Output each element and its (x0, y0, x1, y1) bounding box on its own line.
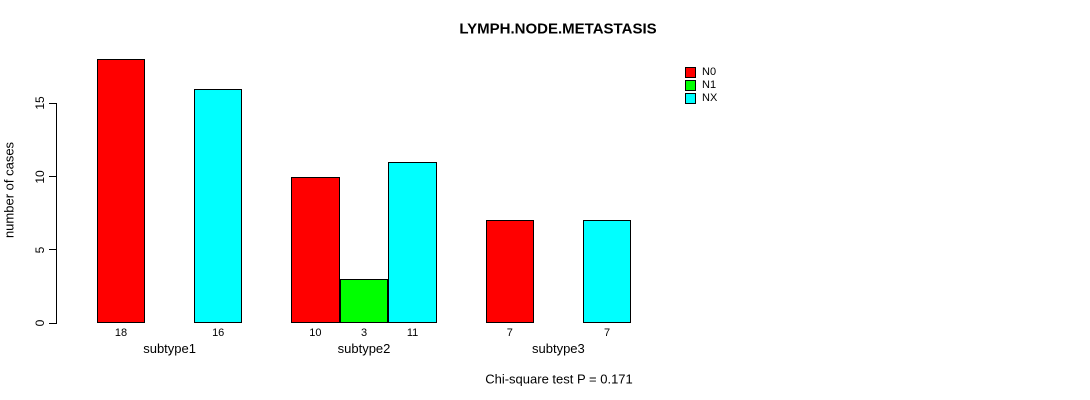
bar-value-label: 3 (360, 327, 368, 339)
chart-title: LYMPH.NODE.METASTASIS (459, 20, 657, 38)
chi-square-annotation: Chi-square test P = 0.171 (485, 371, 633, 387)
y-axis-tick (49, 102, 56, 104)
bar-n1-subtype2 (339, 279, 389, 323)
legend-label-nx: NX (702, 91, 718, 104)
y-tick-label: 15 (33, 96, 47, 110)
category-label: subtype1 (143, 341, 196, 356)
bar-value-label: 11 (406, 327, 419, 339)
y-axis-label: number of cases (1, 141, 17, 239)
y-axis-tick (49, 322, 56, 324)
bar-value-label: 7 (603, 327, 611, 339)
bar-nx-subtype3 (582, 220, 632, 323)
y-axis-tick (49, 249, 56, 251)
bar-nx-subtype2 (388, 161, 437, 323)
category-label: subtype2 (337, 341, 391, 356)
legend-swatch-nx (685, 92, 696, 104)
y-axis-line (56, 103, 57, 324)
bar-n0-subtype2 (291, 176, 340, 323)
legend-swatch-n1 (685, 79, 696, 91)
y-tick-label: 5 (33, 246, 47, 254)
y-tick-label: 0 (33, 319, 47, 327)
y-tick-label: 10 (33, 169, 47, 184)
legend-swatch-n0 (685, 67, 696, 78)
bar-value-label: 7 (506, 327, 513, 339)
bar-value-label: 18 (114, 327, 128, 339)
legend-label-n0: N0 (702, 66, 717, 78)
bar-n0-subtype1 (96, 59, 146, 323)
y-axis-tick (49, 176, 56, 177)
bar-value-label: 16 (212, 327, 225, 339)
bar-n0-subtype3 (485, 220, 535, 323)
category-label: subtype3 (532, 341, 585, 356)
bar-nx-subtype1 (193, 88, 243, 323)
legend-label-n1: N1 (702, 78, 717, 91)
bar-value-label: 10 (309, 327, 322, 339)
